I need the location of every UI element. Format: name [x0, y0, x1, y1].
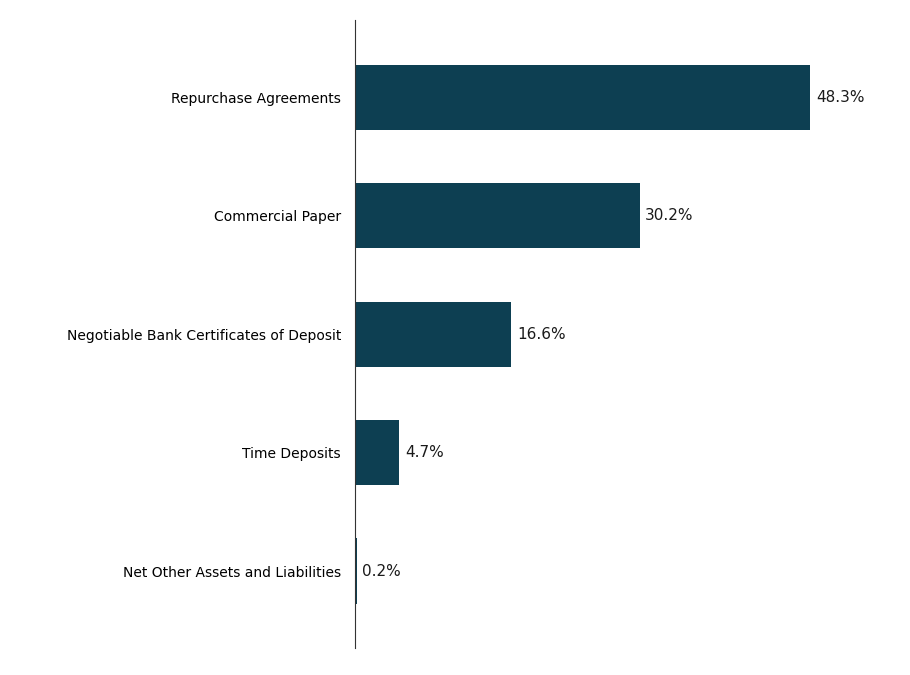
- Bar: [355, 183, 640, 248]
- Text: 16.6%: 16.6%: [517, 327, 566, 342]
- Text: 30.2%: 30.2%: [645, 208, 693, 223]
- Text: 4.7%: 4.7%: [405, 445, 443, 460]
- Bar: [355, 539, 357, 603]
- Bar: [355, 65, 810, 130]
- Text: 0.2%: 0.2%: [362, 564, 401, 578]
- Bar: [355, 420, 399, 485]
- Bar: [355, 302, 511, 367]
- Text: 48.3%: 48.3%: [815, 90, 864, 105]
